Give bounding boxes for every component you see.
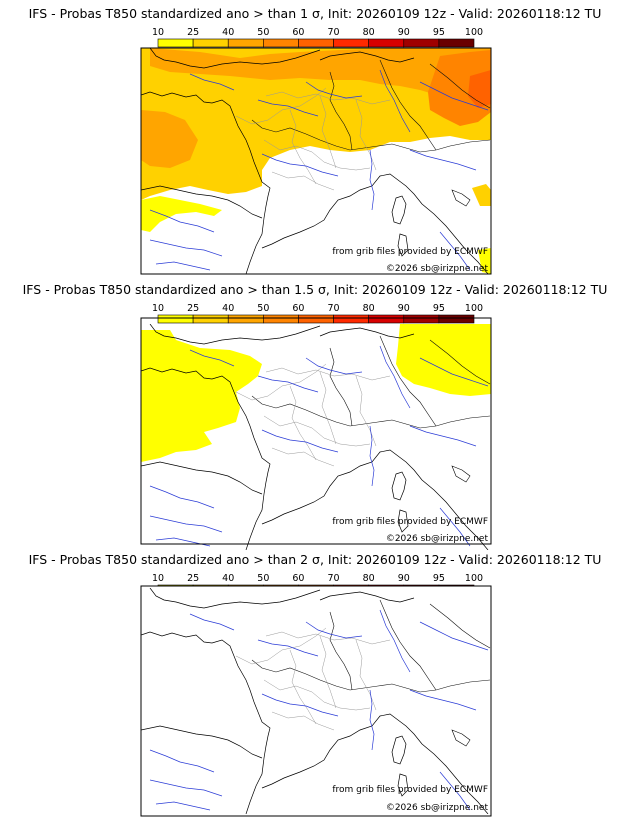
map-1sigma: from grib files provided by ECMWF ©2026 … <box>140 47 492 275</box>
panel-title: IFS - Probas T850 standardized ano > tha… <box>28 552 602 567</box>
copyright-text: ©2026 sb@irizpne.net <box>386 264 489 274</box>
colorbar-tick-label: 70 <box>328 27 340 38</box>
map-2sigma: from grib files provided by ECMWF ©2026 … <box>140 585 492 817</box>
colorbar-tick-label: 40 <box>222 27 234 38</box>
colorbar-legend: 10 25 40 50 60 70 80 90 95 100 <box>152 27 483 48</box>
forecast-panel-1-5sigma: IFS - Probas T850 standardized ano > tha… <box>0 276 630 552</box>
copyright-text: ©2026 sb@irizpne.net <box>386 803 489 813</box>
credit-text: from grib files provided by ECMWF <box>332 247 488 257</box>
probability-shading <box>141 48 491 274</box>
colorbar-tick-label: 80 <box>363 573 375 584</box>
panel-title: IFS - Probas T850 standardized ano > tha… <box>28 6 602 21</box>
colorbar-tick-label: 80 <box>363 27 375 38</box>
colorbar-tick-label: 25 <box>187 27 199 38</box>
colorbar-tick-label: 60 <box>292 573 304 584</box>
colorbar-tick-label: 70 <box>328 573 340 584</box>
forecast-panel-2sigma: IFS - Probas T850 standardized ano > tha… <box>0 546 630 822</box>
forecast-panel-1sigma: IFS - Probas T850 standardized ano > tha… <box>0 0 630 276</box>
colorbar-tick-label: 80 <box>363 303 375 314</box>
colorbar-legend: 10 25 40 50 60 70 80 90 95 100 <box>152 303 483 324</box>
colorbar-tick-label: 100 <box>465 303 483 314</box>
credit-text: from grib files provided by ECMWF <box>332 785 488 795</box>
colorbar-tick-label: 50 <box>257 303 269 314</box>
colorbar-tick-label: 40 <box>222 573 234 584</box>
probability-shading <box>141 324 491 550</box>
colorbar-tick-label: 10 <box>152 303 164 314</box>
colorbar-tick-label: 25 <box>187 303 199 314</box>
colorbar-tick-label: 90 <box>398 573 410 584</box>
colorbar-swatch <box>438 314 475 324</box>
colorbar-tick-label: 95 <box>433 573 445 584</box>
colorbar-tick-label: 60 <box>292 27 304 38</box>
colorbar-tick-label: 90 <box>398 303 410 314</box>
colorbar-tick-label: 70 <box>328 303 340 314</box>
colorbar-tick-label: 90 <box>398 27 410 38</box>
colorbar-tick-label: 10 <box>152 573 164 584</box>
colorbar-swatch <box>438 38 475 48</box>
colorbar-tick-label: 95 <box>433 303 445 314</box>
credit-text: from grib files provided by ECMWF <box>332 517 488 527</box>
colorbar-tick-label: 50 <box>257 27 269 38</box>
colorbar-tick-label: 40 <box>222 303 234 314</box>
colorbar-tick-label: 100 <box>465 573 483 584</box>
colorbar-tick-label: 50 <box>257 573 269 584</box>
colorbar-tick-label: 100 <box>465 27 483 38</box>
map-1-5sigma: from grib files provided by ECMWF ©2026 … <box>140 317 492 550</box>
copyright-text: ©2026 sb@irizpne.net <box>386 534 489 544</box>
colorbar-tick-label: 95 <box>433 27 445 38</box>
colorbar-tick-label: 10 <box>152 27 164 38</box>
colorbar-tick-label: 25 <box>187 573 199 584</box>
colorbar-tick-label: 60 <box>292 303 304 314</box>
panel-title: IFS - Probas T850 standardized ano > tha… <box>22 282 608 297</box>
